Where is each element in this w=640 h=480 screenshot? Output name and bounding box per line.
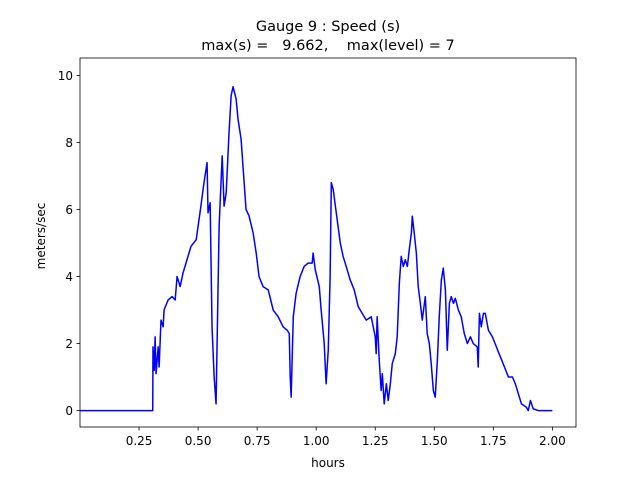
plot-frame <box>79 57 577 428</box>
y-tick-label: 10 <box>58 69 73 83</box>
y-tick-label: 6 <box>65 203 73 217</box>
y-tick-label: 2 <box>65 337 73 351</box>
chart-title: Gauge 9 : Speed (s) <box>256 19 400 35</box>
x-tick-label: 1.00 <box>303 434 330 448</box>
x-tick-label: 0.75 <box>244 434 271 448</box>
x-axis-label: hours <box>311 456 345 470</box>
y-tick-label: 4 <box>65 270 73 284</box>
x-tick-label: 0.25 <box>126 434 153 448</box>
x-tick-label: 2.00 <box>539 434 566 448</box>
x-tick-label: 0.50 <box>185 434 212 448</box>
y-tick-label: 0 <box>65 404 73 418</box>
y-tick-label: 8 <box>65 136 73 150</box>
chart-subtitle: max(s) = 9.662, max(level) = 7 <box>201 38 455 54</box>
data-line <box>80 86 553 412</box>
x-tick-label: 1.25 <box>362 434 389 448</box>
x-tick-label: 1.50 <box>421 434 448 448</box>
x-tick-label: 1.75 <box>480 434 507 448</box>
y-axis-label: meters/sec <box>34 203 48 270</box>
